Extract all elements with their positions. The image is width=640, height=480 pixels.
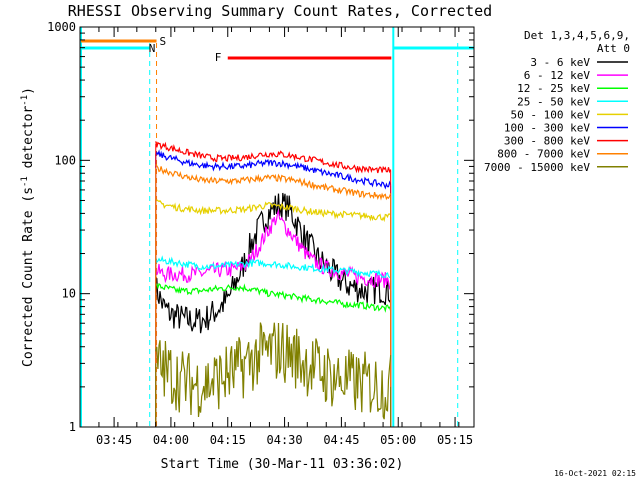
event-markers: SN F: [80, 27, 474, 427]
legend-label: 7000 - 15000 keV: [484, 161, 590, 174]
x-tick-label: 05:15: [437, 433, 473, 447]
series-line-8: [155, 322, 392, 420]
y-tick-label: 10: [62, 287, 76, 301]
x-tick-label: 05:00: [380, 433, 416, 447]
x-axis: 03:45 04:00 04:15 04:30 04:45 05:00 05:15: [96, 27, 473, 447]
series-line-2: [155, 282, 392, 313]
y-label-part-3: ): [21, 87, 36, 95]
legend-label: 3 - 6 keV: [530, 56, 590, 69]
y-label-sup-2: -1: [20, 95, 30, 106]
x-tick-label: 04:30: [267, 433, 303, 447]
series-line-7: [155, 164, 392, 201]
y-tick-label: 100: [54, 153, 76, 167]
series-line-6: [155, 141, 392, 174]
y-axis: 1 10 100 1000: [47, 20, 474, 434]
legend-header-line-1: Det 1,3,4,5,6,9,: [524, 29, 630, 42]
series-layer: [155, 141, 392, 427]
series-line-3: [155, 255, 391, 279]
x-axis-label: Start Time (30-Mar-11 03:36:02): [161, 457, 404, 472]
y-axis-label: Corrected Count Rate (s-1 detector-1): [20, 87, 36, 367]
legend-label: 25 - 50 keV: [517, 95, 590, 108]
y-label-part-2: detector: [21, 106, 36, 177]
annotation-s: S: [160, 35, 167, 48]
legend-label: 12 - 25 keV: [517, 82, 590, 95]
y-tick-label: 1000: [47, 20, 76, 34]
timestamp: 16-Oct-2021 02:15: [554, 469, 636, 478]
annotation-n: N: [149, 42, 156, 55]
x-tick-label: 04:00: [153, 433, 189, 447]
plot-frame: [79, 26, 475, 428]
legend-label: 800 - 7000 keV: [497, 148, 590, 161]
y-tick-label: 1: [69, 420, 76, 434]
x-tick-label: 04:15: [210, 433, 246, 447]
y-label-sup-1: -1: [20, 176, 30, 187]
legend-label: 50 - 100 keV: [511, 108, 591, 121]
annotation-f: F: [215, 51, 222, 64]
series-line-4: [155, 199, 392, 223]
legend-header-line-2: Att 0: [597, 42, 630, 55]
legend-label: 300 - 800 keV: [504, 135, 590, 148]
series-line-0: [155, 192, 392, 334]
x-tick-label: 03:45: [96, 433, 132, 447]
series-line-5: [155, 149, 392, 190]
chart-title: RHESSI Observing Summary Count Rates, Co…: [68, 2, 492, 20]
x-tick-label: 04:45: [323, 433, 359, 447]
legend-label: 100 - 300 keV: [504, 122, 590, 135]
y-label-part-1: Corrected Count Rate (s: [21, 187, 36, 367]
legend-label: 6 - 12 keV: [524, 69, 591, 82]
